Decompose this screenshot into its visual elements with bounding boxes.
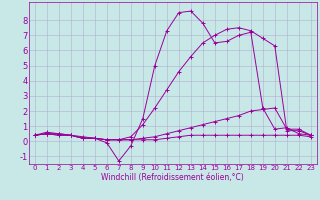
X-axis label: Windchill (Refroidissement éolien,°C): Windchill (Refroidissement éolien,°C) [101,173,244,182]
